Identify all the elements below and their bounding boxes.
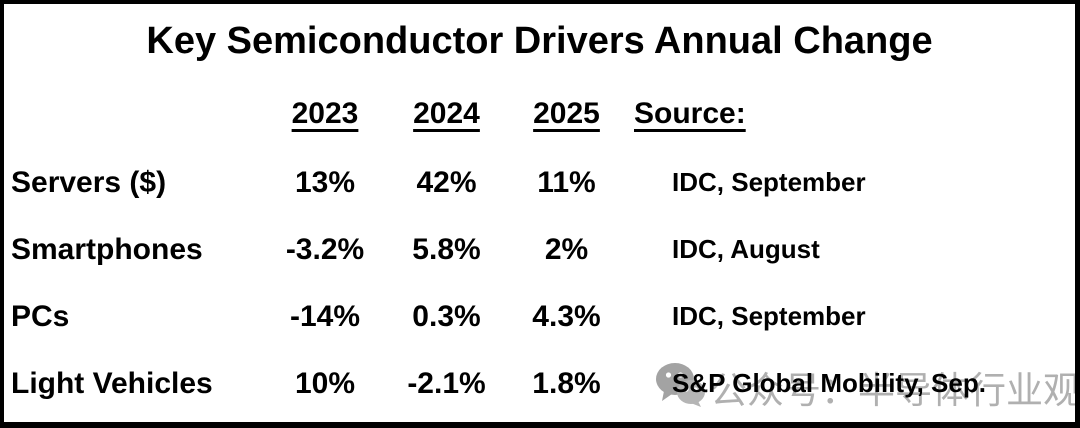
year-header-2023: 2023 [291,97,359,130]
row-label: Servers ($) [11,165,167,199]
source-cell: S&P Global Mobility, Sep. [672,368,986,398]
value-2023: 10% [294,366,356,400]
value-2024: -2.1% [407,366,486,400]
watermark-text: 公众号：半导体行业观察 [710,369,1080,411]
row-label: Smartphones [11,232,203,266]
source-cell: IDC, August [672,234,820,264]
year-header-2025: 2025 [533,97,600,130]
table-row-servers: Servers ($) 13% 42% 11% IDC, September [4,149,1075,216]
row-label: Light Vehicles [11,366,213,400]
table-row-light-vehicles: Light Vehicles 10% -2.1% 1.8% S&P Global… [4,350,1075,417]
source-cell: IDC, September [672,167,866,197]
year-header-2024: 2024 [413,97,480,130]
value-2023: -14% [289,299,361,333]
table-row-smartphones: Smartphones -3.2% 5.8% 2% IDC, August [4,216,1075,283]
value-2025: 1.8% [532,366,601,400]
wechat-icon [654,360,706,421]
source-header: Source: [634,97,746,130]
value-2024: 0.3% [412,299,481,333]
row-label: PCs [11,299,70,333]
value-2023: -3.2% [285,232,365,266]
value-2023: 13% [294,165,356,199]
header-row: 2023 2024 2025 Source: [4,91,1075,137]
source-cell: IDC, September [672,301,866,331]
watermark: 公众号：半导体行业观察 [654,360,1080,421]
table-row-pcs: PCs -14% 0.3% 4.3% IDC, September [4,283,1075,350]
value-2025: 11% [537,165,596,199]
value-2025: 2% [544,232,589,266]
value-2025: 4.3% [532,299,601,333]
value-2024: 5.8% [412,232,481,266]
chart-title: Key Semiconductor Drivers Annual Change [146,20,933,62]
value-2024: 42% [416,165,477,199]
